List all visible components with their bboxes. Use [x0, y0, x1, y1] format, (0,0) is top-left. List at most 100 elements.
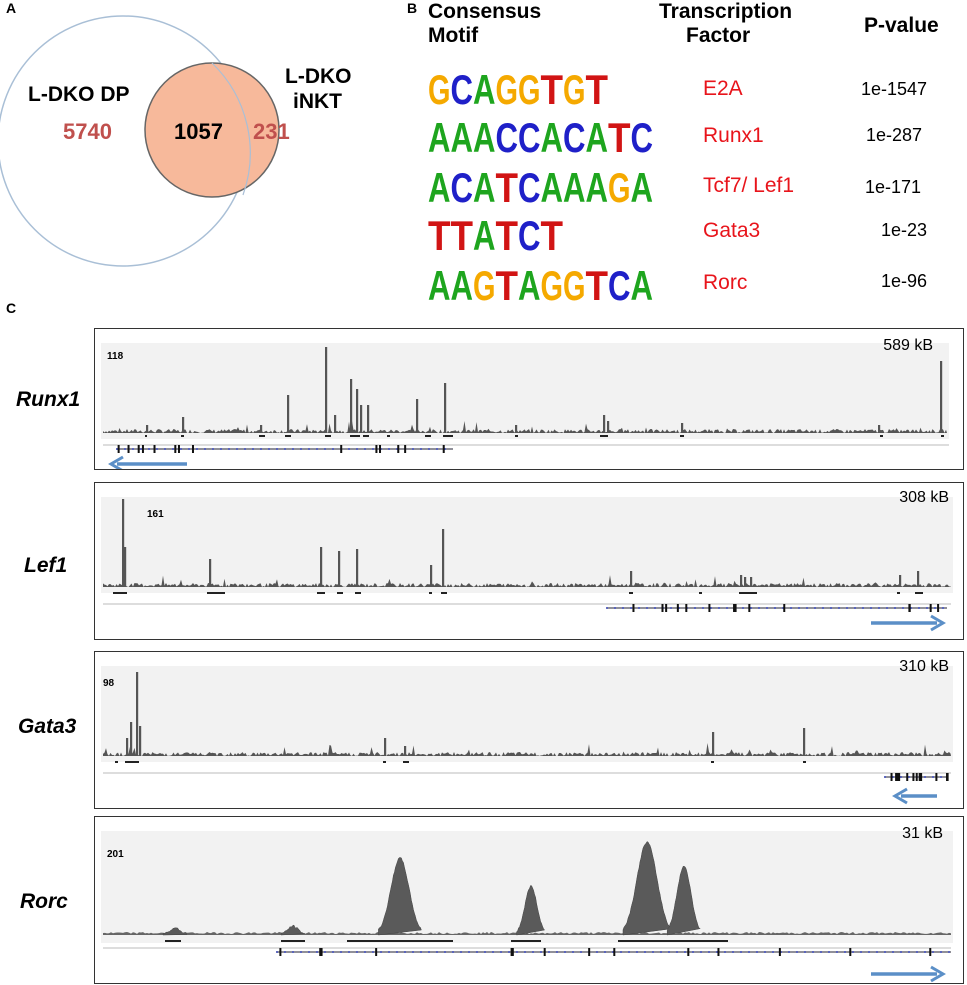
rorc-broad-peak — [162, 927, 188, 936]
motif-letter: C — [518, 114, 541, 161]
runx1-peak-mark — [443, 435, 453, 437]
header-motif-line1: Consensus — [428, 0, 542, 23]
gata3-exon — [898, 773, 901, 781]
runx1-gene-dot — [244, 448, 246, 450]
gata3-peak — [712, 732, 715, 756]
lef1-exon — [685, 604, 688, 612]
lef1-gene-dot — [862, 607, 864, 609]
lef1-gene-dot — [654, 607, 656, 609]
motif-letter: T — [428, 212, 451, 259]
rorc-gene-dot — [900, 951, 902, 953]
rorc-gene-dot — [724, 951, 726, 953]
runx1-exon — [375, 445, 378, 453]
runx1-gene-dot — [300, 448, 302, 450]
runx1-gene-dot — [236, 448, 238, 450]
rorc-gene-dot — [316, 951, 318, 953]
rorc-peak-mark — [165, 940, 181, 942]
rorc-gene-dot — [516, 951, 518, 953]
rorc-gene-dot — [820, 951, 822, 953]
track-box-gata3: 98 310 kB — [94, 651, 964, 809]
rorc-gene-dot — [740, 951, 742, 953]
track-scale-lef1: 161 — [147, 509, 164, 520]
gata3-direction-arrowhead — [892, 787, 908, 805]
lef1-gene-dot — [926, 607, 928, 609]
lef1-peak-mark — [337, 592, 343, 594]
lef1-peak — [917, 571, 920, 587]
rorc-gene-dot — [916, 951, 918, 953]
motif-letter: A — [451, 114, 474, 161]
runx1-peak — [940, 361, 943, 433]
lef1-gene-dot — [790, 607, 792, 609]
lef1-gene-dot — [710, 607, 712, 609]
lef1-peak — [430, 565, 433, 587]
track-scale-gata3: 98 — [103, 678, 115, 689]
runx1-peak-mark — [325, 435, 331, 437]
rorc-gene-dot — [620, 951, 622, 953]
lef1-noise — [103, 575, 951, 587]
runx1-peak — [444, 383, 447, 433]
rorc-gene-dot — [748, 951, 750, 953]
rorc-gene-dot — [908, 951, 910, 953]
motif-letter: A — [428, 262, 451, 306]
motif-letter: A — [541, 164, 564, 211]
runx1-gene-dot — [316, 448, 318, 450]
runx1-peak-mark — [680, 435, 684, 437]
lef1-gene-dot — [942, 607, 944, 609]
motif-letter: C — [631, 114, 654, 161]
lef1-gene-dot — [670, 607, 672, 609]
tf-runx1: Runx1 — [703, 124, 764, 147]
lef1-gene-dot — [806, 607, 808, 609]
runx1-peak — [325, 347, 328, 433]
gata3-peak-mark — [125, 761, 139, 763]
lef1-peak — [356, 549, 359, 587]
gata3-peak — [136, 672, 139, 756]
track-background — [101, 343, 949, 439]
rorc-gene-dot — [796, 951, 798, 953]
runx1-peak — [416, 399, 419, 433]
runx1-gene-dot — [324, 448, 326, 450]
lef1-peak-mark — [113, 592, 127, 594]
rorc-gene-dot — [388, 951, 390, 953]
header-tf-line1: Transcription — [659, 0, 793, 23]
rorc-gene-dot — [412, 951, 414, 953]
motif-letter: A — [586, 114, 609, 161]
runx1-gene-dot — [228, 448, 230, 450]
motif-letter: T — [451, 212, 474, 259]
rorc-exon — [320, 948, 323, 956]
rorc-gene-dot — [484, 951, 486, 953]
rorc-gene-dot — [940, 951, 942, 953]
gata3-exon — [920, 773, 923, 781]
rorc-exon — [588, 948, 591, 956]
runx1-gene-dot — [116, 448, 118, 450]
panel-b-letter: B — [407, 0, 418, 16]
gata3-peak-mark — [115, 761, 118, 763]
lef1-exon — [937, 604, 940, 612]
rorc-gene-dot — [660, 951, 662, 953]
runx1-exon — [137, 445, 140, 453]
gata3-gene-dot — [924, 776, 926, 778]
rorc-gene-dot — [756, 951, 758, 953]
runx1-gene-dot — [212, 448, 214, 450]
runx1-gene-dot — [180, 448, 182, 450]
rorc-exon — [613, 948, 616, 956]
motif-letter: A — [451, 262, 474, 306]
gata3-exon — [906, 773, 909, 781]
rorc-exon — [717, 948, 720, 956]
track-box-rorc: 201 31 kB — [94, 816, 964, 984]
runx1-gene-dot — [220, 448, 222, 450]
motif-letter: A — [428, 164, 451, 211]
rorc-gene-dot — [308, 951, 310, 953]
rorc-exon — [849, 948, 852, 956]
motif-letter: G — [563, 66, 586, 113]
runx1-gene-dot — [428, 448, 430, 450]
venn-left-count: 5740 — [63, 119, 112, 144]
rorc-gene-dot — [692, 951, 694, 953]
runx1-gene-dot — [308, 448, 310, 450]
lef1-gene-dot — [774, 607, 776, 609]
motif-letter: A — [473, 212, 496, 259]
motif-letter: G — [608, 164, 631, 211]
runx1-gene-dot — [420, 448, 422, 450]
rorc-peak-mark — [618, 940, 728, 942]
runx1-gene-dot — [140, 448, 142, 450]
gata3-exon — [895, 773, 898, 781]
